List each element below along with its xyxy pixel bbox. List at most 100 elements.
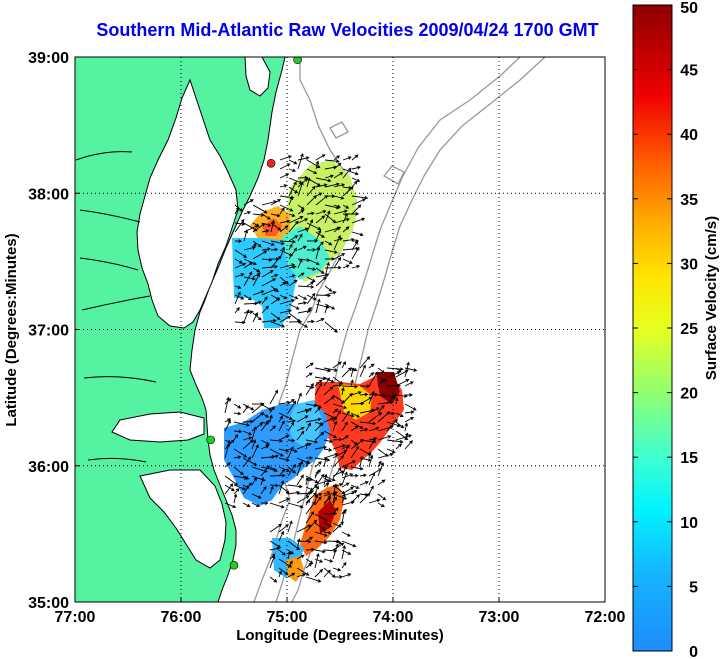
velocity-arrow [288, 303, 300, 310]
velocity-arrow [288, 216, 304, 224]
velocity-arrow [269, 439, 284, 443]
velocity-arrow [306, 168, 318, 175]
velocity-arrow [341, 471, 348, 486]
velocity-arrow [368, 407, 380, 414]
velocity-arrow [296, 554, 305, 560]
velocity-arrow [314, 367, 332, 373]
velocity-arrow [269, 454, 279, 459]
velocity-arrow [341, 482, 350, 488]
velocity-arrow [260, 476, 265, 486]
velocity-arrow [333, 253, 346, 260]
velocity-arrow [332, 521, 344, 533]
velocity-arrow [305, 484, 318, 497]
velocity-arrow [252, 250, 268, 260]
velocity-arrow [296, 524, 312, 533]
velocity-arrow [315, 195, 329, 206]
velocity-arrow [296, 415, 309, 423]
velocity-arrow [296, 426, 305, 432]
velocity-arrow [324, 304, 329, 314]
velocity-arrow [224, 442, 231, 459]
velocity-arrow [386, 393, 397, 405]
velocity-arrow [297, 204, 305, 211]
velocity-arrow [305, 439, 319, 444]
velocity-arrow [306, 211, 315, 216]
velocity-arrow [324, 204, 340, 210]
velocity-arrow [332, 361, 342, 369]
velocity-arrow [242, 405, 249, 414]
velocity-arrow [386, 367, 404, 371]
velocity-arrow [279, 309, 293, 314]
velocity-arrow [342, 186, 354, 197]
velocity-arrow [233, 411, 242, 416]
velocity-arrow [297, 153, 304, 170]
velocity-arrow [297, 258, 303, 269]
velocity-arrow [297, 245, 307, 251]
velocity-arrow [252, 300, 263, 305]
velocity-arrow [279, 173, 290, 179]
velocity-arrow [243, 310, 254, 314]
velocity-arrow [269, 554, 276, 569]
velocity-arrow [287, 520, 293, 533]
velocity-arrow [288, 196, 294, 206]
velocity-arrow [278, 567, 289, 576]
velocity-arrow [261, 264, 279, 269]
velocity-arrow [314, 513, 329, 522]
velocity-arrow [341, 509, 346, 524]
velocity-arrow [342, 168, 359, 176]
velocity-arrow [269, 485, 274, 495]
velocity-arrow [341, 410, 350, 423]
velocity-arrow [332, 437, 343, 442]
velocity-arrow [278, 412, 293, 420]
velocity-arrow [296, 430, 305, 441]
velocity-arrow [306, 319, 315, 324]
velocity-arrow [224, 439, 232, 444]
velocity-arrow [377, 394, 387, 398]
velocity-arrow [224, 462, 231, 468]
velocity-arrow [234, 239, 243, 243]
velocity-arrow [323, 558, 334, 563]
velocity-arrow [305, 442, 309, 450]
x-axis-label: Longitude (Degrees:Minutes) [236, 627, 444, 644]
x-tick-label: 76:00 [161, 609, 202, 626]
velocity-arrow [332, 467, 342, 479]
velocity-arrow [306, 276, 316, 282]
velocity-arrow [297, 227, 309, 233]
velocity-arrow [297, 272, 305, 278]
velocity-arrow [377, 404, 385, 414]
velocity-arrow [297, 233, 303, 242]
station-marker [206, 435, 215, 445]
velocity-arrow [323, 386, 334, 396]
velocity-arrow [243, 294, 252, 301]
velocity-arrow [305, 460, 310, 468]
velocity-arrow [287, 448, 298, 453]
velocity-arrow [314, 461, 322, 468]
velocity-arrow [234, 222, 246, 226]
velocity-arrow [287, 464, 296, 477]
velocity-arrow [233, 429, 243, 434]
station-marker [266, 158, 276, 168]
velocity-arrow [332, 376, 344, 385]
velocity-arrow [233, 421, 251, 427]
velocity-arrow [305, 362, 314, 369]
velocity-arrow [314, 422, 324, 432]
velocity-arrow [261, 305, 269, 314]
velocity-arrow [242, 439, 254, 450]
velocity-arrow [270, 297, 281, 305]
velocity-arrow [314, 558, 324, 563]
velocity-arrow [386, 371, 401, 378]
velocity-arrow [306, 239, 319, 243]
velocity-arrow [341, 490, 356, 497]
velocity-arrow [288, 247, 298, 260]
velocity-arrow [261, 229, 270, 233]
velocity-arrow [242, 456, 252, 468]
x-tick-label: 75:00 [267, 609, 308, 626]
velocity-arrow [279, 163, 291, 170]
velocity-arrow [305, 576, 322, 583]
velocity-arrow [350, 425, 359, 432]
velocity-arrow [368, 363, 375, 369]
velocity-arrow [351, 198, 366, 206]
velocity-arrow [233, 466, 244, 476]
velocity-arrow [279, 298, 295, 305]
velocity-arrow [287, 446, 294, 459]
velocity-arrow [288, 294, 299, 300]
